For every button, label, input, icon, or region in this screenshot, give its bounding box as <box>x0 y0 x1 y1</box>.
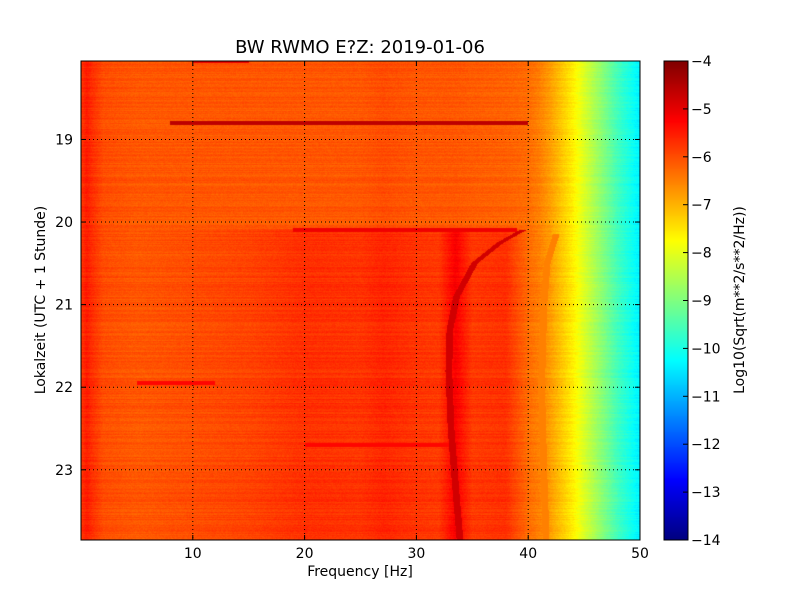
chart-title: BW RWMO E?Z: 2019-01-06 <box>235 37 485 58</box>
y-axis-ticks: 19 20 21 22 23 <box>55 132 640 479</box>
colorbar-label: Log10(Sqrt(m**2/s**2/Hz)) <box>732 206 748 394</box>
colorbar-ticks: −4 −5 −6 −7 −8 −9 −10 −11 −12 −13 −14 <box>683 54 721 549</box>
x-tick-label: 20 <box>296 546 314 562</box>
x-tick-label: 10 <box>184 546 202 562</box>
plot-area: 10 20 30 40 50 19 20 21 22 23 <box>55 60 649 562</box>
y-tick-label: 21 <box>55 298 73 314</box>
colorbar-tick-label: −11 <box>691 389 721 405</box>
colorbar-tick-label: −10 <box>691 341 721 357</box>
y-tick-label: 19 <box>55 132 73 148</box>
x-axis-ticks: 10 20 30 40 50 <box>184 61 649 562</box>
colorbar-tick-label: −9 <box>691 294 712 310</box>
x-tick-label: 30 <box>407 546 425 562</box>
colorbar-tick-label: −4 <box>691 54 712 70</box>
y-tick-label: 22 <box>55 380 73 396</box>
colorbar-tick-label: −7 <box>691 198 712 214</box>
x-tick-label: 50 <box>631 546 649 562</box>
colorbar: −4 −5 −6 −7 −8 −9 −10 −11 −12 −13 −14 Log10(Sqrt(m… <box>663 54 748 549</box>
y-axis-label: Lokalzeit (UTC + 1 Stunde) <box>33 206 49 395</box>
colorbar-tick-label: −12 <box>691 437 721 453</box>
colorbar-tick-label: −14 <box>691 533 721 549</box>
plot-frame <box>80 60 641 541</box>
y-tick-label: 20 <box>55 215 73 231</box>
x-tick-label: 40 <box>519 546 537 562</box>
colorbar-tick-label: −13 <box>691 485 721 501</box>
colorbar-tick-label: −5 <box>691 102 712 118</box>
colorbar-tick-label: −6 <box>691 150 712 166</box>
spectrogram-heatmap <box>81 61 640 540</box>
x-axis-label: Frequency [Hz] <box>307 564 413 580</box>
colorbar-tick-label: −8 <box>691 246 712 262</box>
y-tick-label: 23 <box>55 463 73 479</box>
